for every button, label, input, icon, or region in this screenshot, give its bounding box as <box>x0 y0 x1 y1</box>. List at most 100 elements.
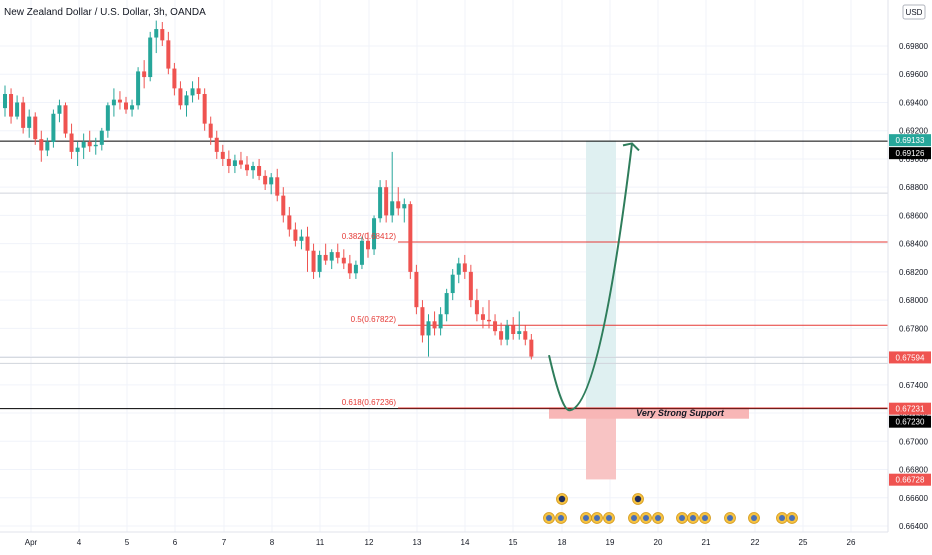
candle[interactable] <box>317 250 322 278</box>
candle[interactable] <box>178 81 183 110</box>
candle[interactable] <box>372 215 377 255</box>
economic-event-icon[interactable] <box>640 512 652 524</box>
candle[interactable] <box>450 269 455 301</box>
candle[interactable] <box>505 319 510 346</box>
candle[interactable] <box>444 288 449 322</box>
candle[interactable] <box>245 156 249 176</box>
candle[interactable] <box>15 95 20 120</box>
economic-event-icon[interactable] <box>556 493 568 505</box>
candle[interactable] <box>87 130 92 152</box>
candle[interactable] <box>347 254 352 279</box>
economic-event-icon[interactable] <box>632 493 644 505</box>
candle[interactable] <box>172 62 177 96</box>
economic-event-icon[interactable] <box>748 512 760 524</box>
candle[interactable] <box>3 85 7 117</box>
economic-event-icon[interactable] <box>676 512 688 524</box>
economic-event-icon[interactable] <box>591 512 603 524</box>
candle[interactable] <box>487 300 491 329</box>
candle[interactable] <box>499 322 504 346</box>
candle[interactable] <box>263 170 268 190</box>
candle[interactable] <box>184 91 189 117</box>
candle[interactable] <box>529 334 534 360</box>
candle[interactable] <box>81 133 86 159</box>
candle[interactable] <box>432 311 437 336</box>
candle[interactable] <box>408 201 413 279</box>
candle[interactable] <box>124 96 128 114</box>
candle[interactable] <box>57 99 62 123</box>
candle[interactable] <box>33 112 38 145</box>
candle[interactable] <box>202 88 207 131</box>
candle[interactable] <box>420 300 425 343</box>
candle[interactable] <box>311 243 316 279</box>
economic-event-icon[interactable] <box>580 512 592 524</box>
candle[interactable] <box>335 243 340 264</box>
candle[interactable] <box>251 161 256 179</box>
candle[interactable] <box>353 260 358 279</box>
candle[interactable] <box>438 307 443 336</box>
economic-event-icon[interactable] <box>776 512 788 524</box>
economic-event-icon[interactable] <box>724 512 736 524</box>
candle[interactable] <box>196 77 201 100</box>
economic-event-icon[interactable] <box>687 512 699 524</box>
economic-event-icon[interactable] <box>652 512 664 524</box>
candle[interactable] <box>148 31 153 82</box>
candle[interactable] <box>359 236 364 270</box>
candle[interactable] <box>238 151 243 169</box>
candle[interactable] <box>281 187 286 223</box>
candle[interactable] <box>287 206 292 237</box>
candle[interactable] <box>130 99 135 117</box>
candle[interactable] <box>275 168 280 202</box>
candle[interactable] <box>462 254 467 279</box>
candle[interactable] <box>493 314 498 336</box>
candle[interactable] <box>257 158 262 181</box>
candle[interactable] <box>474 288 479 322</box>
candle[interactable] <box>329 249 334 270</box>
candle[interactable] <box>9 88 14 124</box>
candle[interactable] <box>27 109 32 138</box>
candle[interactable] <box>293 222 298 247</box>
candle[interactable] <box>226 150 231 174</box>
candle[interactable] <box>480 307 485 329</box>
candle[interactable] <box>39 130 44 162</box>
candle[interactable] <box>214 130 219 159</box>
candle[interactable] <box>378 180 383 223</box>
candle[interactable] <box>51 109 56 148</box>
candle[interactable] <box>299 229 304 250</box>
candle[interactable] <box>75 142 80 166</box>
candle[interactable] <box>402 198 407 223</box>
candle[interactable] <box>323 243 328 265</box>
candle[interactable] <box>305 226 310 272</box>
candle[interactable] <box>105 102 110 138</box>
candle[interactable] <box>396 187 401 216</box>
candle[interactable] <box>208 116 213 145</box>
candle[interactable] <box>21 96 26 134</box>
candle[interactable] <box>117 91 122 110</box>
candle[interactable] <box>468 264 473 308</box>
candle[interactable] <box>45 137 50 157</box>
candle[interactable] <box>111 88 116 117</box>
candle[interactable] <box>190 81 195 103</box>
candle[interactable] <box>390 151 395 223</box>
candle[interactable] <box>523 325 528 346</box>
economic-event-icon[interactable] <box>699 512 711 524</box>
economic-event-icon[interactable] <box>555 512 567 524</box>
candle[interactable] <box>517 311 522 340</box>
economic-event-icon[interactable] <box>543 512 555 524</box>
economic-event-icon[interactable] <box>603 512 615 524</box>
candle[interactable] <box>384 180 389 223</box>
currency-badge[interactable]: USD <box>902 4 926 20</box>
candle[interactable] <box>366 232 370 258</box>
candle[interactable] <box>511 317 516 340</box>
candle[interactable] <box>154 20 159 54</box>
candle[interactable] <box>63 102 68 138</box>
candle[interactable] <box>341 249 346 270</box>
candle[interactable] <box>69 123 74 159</box>
economic-event-icon[interactable] <box>628 512 640 524</box>
candle[interactable] <box>426 314 431 357</box>
candle[interactable] <box>136 67 141 110</box>
candle[interactable] <box>93 137 98 155</box>
candle[interactable] <box>269 173 274 195</box>
economic-event-icon[interactable] <box>786 512 798 524</box>
candle[interactable] <box>142 60 147 89</box>
